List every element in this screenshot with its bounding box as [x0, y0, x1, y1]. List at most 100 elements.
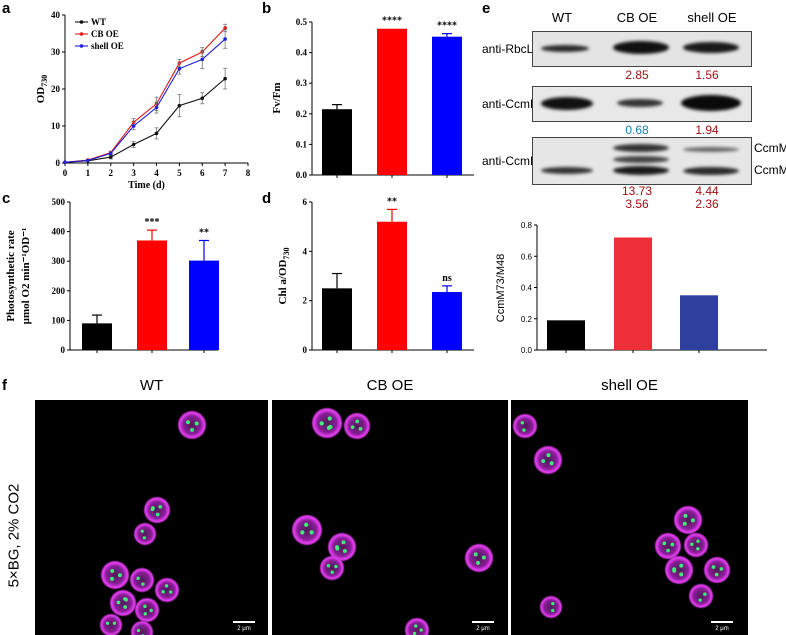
- cell: [312, 408, 342, 438]
- scale-bar-label: 2 μm: [476, 626, 489, 632]
- carboxysome: [190, 427, 195, 432]
- carboxysome: [136, 628, 141, 633]
- legend-label: CB OE: [91, 29, 119, 39]
- carboxysome: [335, 545, 340, 549]
- micro-image-cboe: 2 μm: [272, 400, 508, 635]
- data-point: [200, 96, 205, 101]
- y-tick-label: 500: [52, 197, 66, 207]
- panel-label-d: d: [262, 190, 272, 207]
- carboxysome: [110, 568, 115, 573]
- y-tick-label: 0.0: [296, 170, 308, 180]
- cell: [689, 584, 713, 608]
- carboxysome: [711, 565, 716, 569]
- carboxysome: [124, 597, 128, 602]
- carboxysome: [149, 608, 153, 613]
- cell: [292, 515, 322, 545]
- carboxysome: [696, 547, 700, 551]
- x-tick-label: 3: [131, 168, 136, 178]
- carboxysome: [703, 592, 707, 596]
- carboxysome: [334, 564, 338, 569]
- micro-side-label: 5×BG, 2% CO2: [5, 483, 23, 588]
- blot-strip-ccmk2: [532, 86, 752, 122]
- carboxysome: [143, 604, 147, 609]
- cell: [135, 598, 159, 622]
- y-axis-label: OD730: [35, 75, 49, 104]
- blot-col-cboe: CB OE: [616, 10, 658, 25]
- carboxysome: [158, 504, 163, 509]
- cell: [320, 556, 344, 580]
- cell: [665, 556, 693, 584]
- significance-label: **: [199, 227, 209, 238]
- western-blot-panel: WT CB OE shell OE anti-RbcL 2.85 1.56 an…: [482, 0, 786, 211]
- carboxysome: [319, 421, 324, 426]
- carboxysome: [117, 573, 122, 578]
- carboxysome: [136, 576, 140, 581]
- y-tick-label: 0.4: [521, 284, 533, 293]
- cell: [131, 621, 153, 635]
- carboxysome: [679, 563, 684, 568]
- significance-label: ***: [145, 217, 160, 228]
- carboxysome: [549, 461, 554, 466]
- x-tick-label: 7: [223, 168, 228, 178]
- carboxysome: [186, 420, 190, 425]
- carboxysome: [300, 530, 305, 535]
- carboxysome: [142, 536, 146, 540]
- y-axis-label: CcmM73/M48: [495, 254, 507, 322]
- bar: [189, 260, 219, 350]
- y-tick-label: 4: [303, 246, 308, 256]
- legend-marker: [79, 32, 84, 36]
- panel-label-b: b: [262, 0, 272, 17]
- carboxysome: [143, 612, 147, 616]
- carboxysome: [164, 584, 169, 588]
- cell: [178, 411, 206, 439]
- micro-image-shelloe: 2 μm: [511, 400, 748, 635]
- significance-label: **: [387, 196, 397, 207]
- cell: [655, 533, 681, 559]
- legend-label: shell OE: [91, 41, 124, 51]
- bar: [322, 288, 352, 350]
- panel-label-c: c: [2, 190, 11, 207]
- significance-label: ns: [442, 273, 452, 284]
- carboxysome: [546, 453, 551, 458]
- bar: [432, 36, 462, 175]
- panel-label-f: f: [2, 377, 7, 394]
- y-axis-label: Chl a/OD730: [277, 248, 291, 305]
- data-point: [63, 160, 67, 165]
- cell: [144, 497, 170, 523]
- x-tick-label: 2: [109, 168, 114, 178]
- carboxysome: [541, 459, 546, 464]
- bar: [680, 295, 718, 350]
- carboxysome: [672, 567, 677, 572]
- blot-strip-ccmm: [532, 137, 752, 185]
- y-tick-label: 100: [52, 315, 66, 325]
- y-tick-label: 0: [61, 345, 66, 355]
- carboxysome: [155, 512, 160, 517]
- x-tick-label: 5: [177, 168, 182, 178]
- y-tick-label: 30: [51, 47, 61, 57]
- blot-value: 1.94: [695, 123, 719, 137]
- y-tick-label: 20: [51, 84, 61, 94]
- bar: [614, 237, 652, 350]
- y-tick-label: 0.8: [521, 221, 533, 230]
- series-line: [64, 38, 226, 163]
- x-axis-label: Time (d): [128, 180, 165, 190]
- blot-strip-rbcl: [532, 31, 752, 67]
- data-point: [177, 103, 182, 108]
- y-tick-label: 0.5: [296, 17, 308, 27]
- carboxysome: [327, 416, 332, 421]
- y-tick-label: 0.4: [296, 48, 308, 58]
- carboxysome: [551, 608, 555, 613]
- carboxysome: [476, 560, 480, 565]
- cell: [155, 578, 179, 602]
- y-axis-label-units: µmol O2 min⁻¹OD⁻¹: [20, 228, 32, 325]
- carboxysome: [110, 576, 114, 581]
- carboxysome: [161, 590, 165, 594]
- significance-label: ****: [437, 21, 457, 32]
- micro-image-wt: 2 μm: [35, 400, 268, 635]
- carboxysome: [698, 598, 702, 602]
- scale-bar-label: 2 μm: [715, 626, 728, 632]
- blot-col-wt: WT: [551, 10, 573, 25]
- cell: [513, 414, 537, 438]
- carboxysome: [123, 605, 127, 609]
- blot-right-label: CcmM73: [754, 141, 786, 155]
